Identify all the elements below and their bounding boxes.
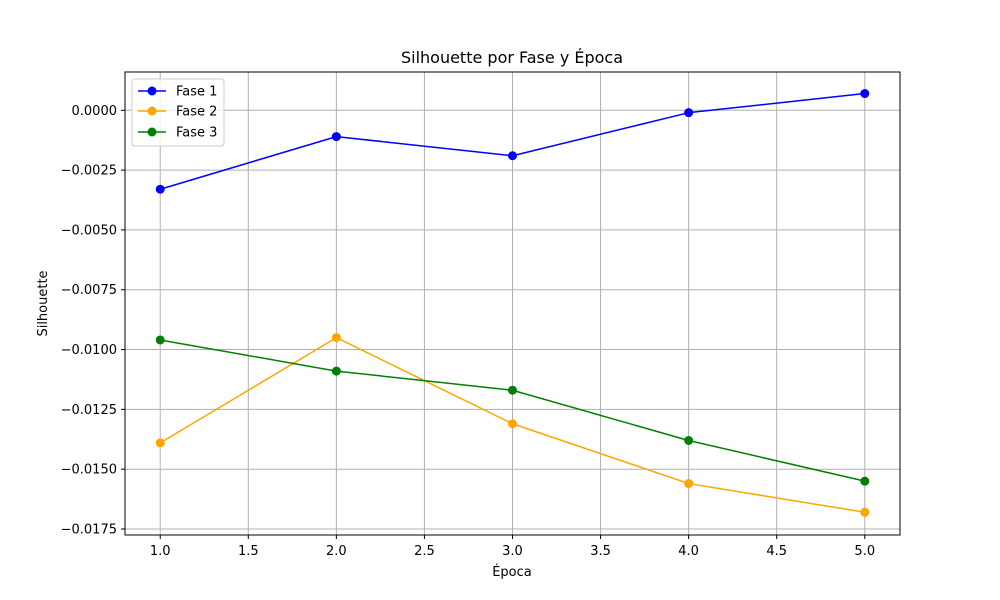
- y-tick-label: −0.0025: [61, 164, 117, 179]
- x-tick-label: 4.5: [766, 544, 787, 559]
- series-fase-3: [155, 335, 870, 486]
- y-tick-label: −0.0150: [61, 463, 117, 478]
- data-point-fase-2: [331, 333, 341, 343]
- legend-label-fase-1: Fase 1: [176, 85, 217, 100]
- data-point-fase-1: [331, 132, 341, 142]
- data-point-fase-1: [508, 151, 517, 161]
- data-point-fase-2: [684, 479, 694, 489]
- legend-marker: [147, 127, 157, 137]
- x-tick-label: 4.0: [678, 544, 699, 559]
- legend-item-fase-3: Fase 3: [138, 126, 217, 141]
- y-tick-label: −0.0125: [61, 403, 117, 418]
- x-axis: 1.0 1.5 2.0 2.5 3.0 3.5 4.0 4.5 5.0: [150, 535, 875, 559]
- data-point-fase-3: [155, 335, 165, 345]
- data-point-fase-1: [860, 89, 870, 99]
- x-tick-label: 5.0: [854, 544, 875, 559]
- data-point-fase-3: [684, 435, 694, 445]
- series-fase-2: [155, 333, 870, 517]
- data-point-fase-2: [508, 419, 517, 429]
- legend-marker: [147, 86, 157, 96]
- y-axis-title: Silhouette: [36, 270, 51, 336]
- x-axis-title: Época: [492, 564, 532, 580]
- x-tick-label: 1.5: [238, 544, 259, 559]
- data-point-fase-3: [331, 366, 341, 376]
- y-tick-label: −0.0175: [61, 523, 117, 538]
- series-fase-1: [155, 89, 870, 194]
- legend-item-fase-1: Fase 1: [138, 85, 217, 100]
- data-point-fase-2: [860, 507, 870, 517]
- data-point-fase-1: [684, 108, 694, 118]
- legend-marker: [147, 106, 157, 116]
- legend-item-fase-2: Fase 2: [138, 105, 217, 120]
- y-axis: 0.0000 −0.0025 −0.0050 −0.0075 −0.0100 −0.012…: [61, 104, 125, 538]
- grid-lines: [125, 72, 900, 535]
- y-tick-label: −0.0100: [61, 343, 117, 358]
- data-point-fase-3: [860, 476, 870, 486]
- series-group: [155, 89, 870, 517]
- legend: Fase 1 Fase 2 Fase 3: [131, 78, 225, 147]
- data-point-fase-2: [155, 438, 165, 448]
- y-tick-label: −0.0075: [61, 283, 117, 298]
- y-tick-label: 0.0000: [72, 104, 118, 119]
- legend-label-fase-2: Fase 2: [176, 105, 217, 120]
- chart-title: Silhouette por Fase y Época: [401, 48, 623, 67]
- x-tick-label: 1.0: [150, 544, 171, 559]
- y-tick-label: −0.0050: [61, 223, 117, 238]
- x-tick-label: 3.0: [502, 544, 523, 559]
- data-point-fase-1: [155, 184, 165, 194]
- legend-label-fase-3: Fase 3: [176, 126, 217, 141]
- data-point-fase-3: [508, 385, 517, 395]
- x-tick-label: 2.5: [414, 544, 435, 559]
- x-tick-label: 2.0: [326, 544, 347, 559]
- x-tick-label: 3.5: [590, 544, 611, 559]
